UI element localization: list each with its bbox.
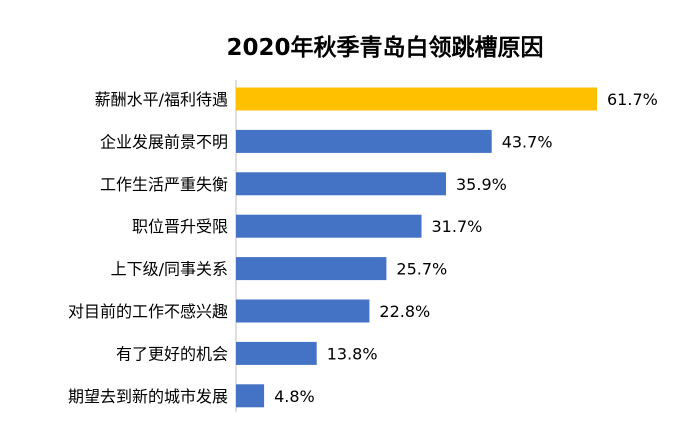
value-label-7: 13.8% <box>327 344 378 363</box>
value-label-3: 35.9% <box>456 175 507 194</box>
chart-title: 2020年秋季青岛白领跳槽原因 <box>226 34 543 61</box>
category-label-7: 有了更好的机会 <box>116 344 228 363</box>
value-labels-group: 61.7% 43.7% 35.9% 31.7% 25.7% 22.8% 13.8% 4.8% <box>274 90 658 406</box>
bar-1 <box>236 87 597 111</box>
bar-2 <box>236 129 492 153</box>
category-label-2: 企业发展前景不明 <box>100 132 228 151</box>
category-label-4: 职位晋升受限 <box>132 217 228 236</box>
value-label-6: 22.8% <box>379 302 430 321</box>
value-label-5: 25.7% <box>396 260 447 279</box>
bar-6 <box>236 299 370 323</box>
category-label-5: 上下级/同事关系 <box>111 260 228 279</box>
bar-4 <box>236 214 422 238</box>
value-label-4: 31.7% <box>432 217 483 236</box>
category-label-3: 工作生活严重失衡 <box>100 175 228 194</box>
category-label-1: 薪酬水平/福利待遇 <box>95 90 228 109</box>
bars-group <box>236 87 597 408</box>
category-labels-group: 薪酬水平/福利待遇企业发展前景不明工作生活严重失衡职位晋升受限上下级/同事关系对… <box>68 90 228 406</box>
bar-7 <box>236 341 317 365</box>
value-label-8: 4.8% <box>274 387 315 406</box>
value-label-2: 43.7% <box>502 132 553 151</box>
bar-3 <box>236 172 446 196</box>
bar-8 <box>236 384 265 408</box>
bar-5 <box>236 257 387 281</box>
value-label-1: 61.7% <box>607 90 658 109</box>
category-label-8: 期望去到新的城市发展 <box>68 387 228 406</box>
category-label-6: 对目前的工作不感兴趣 <box>68 302 228 321</box>
